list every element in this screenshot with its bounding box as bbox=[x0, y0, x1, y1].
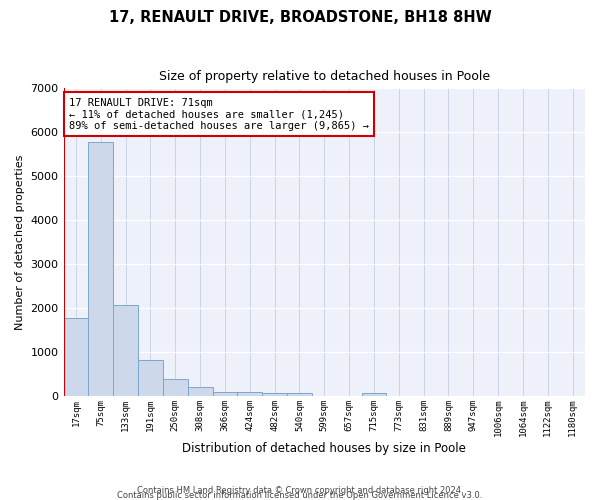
Text: 17 RENAULT DRIVE: 71sqm
← 11% of detached houses are smaller (1,245)
89% of semi: 17 RENAULT DRIVE: 71sqm ← 11% of detache… bbox=[69, 98, 369, 131]
Bar bbox=[362, 393, 386, 396]
Bar bbox=[287, 394, 312, 396]
Bar bbox=[138, 360, 163, 396]
Text: 17, RENAULT DRIVE, BROADSTONE, BH18 8HW: 17, RENAULT DRIVE, BROADSTONE, BH18 8HW bbox=[109, 10, 491, 25]
Bar bbox=[238, 392, 262, 396]
Y-axis label: Number of detached properties: Number of detached properties bbox=[15, 154, 25, 330]
Bar bbox=[64, 318, 88, 396]
X-axis label: Distribution of detached houses by size in Poole: Distribution of detached houses by size … bbox=[182, 442, 466, 455]
Bar bbox=[113, 306, 138, 396]
Text: Contains HM Land Registry data © Crown copyright and database right 2024.: Contains HM Land Registry data © Crown c… bbox=[137, 486, 463, 495]
Bar bbox=[88, 142, 113, 396]
Bar bbox=[163, 379, 188, 396]
Title: Size of property relative to detached houses in Poole: Size of property relative to detached ho… bbox=[159, 70, 490, 83]
Text: Contains public sector information licensed under the Open Government Licence v3: Contains public sector information licen… bbox=[118, 490, 482, 500]
Bar bbox=[262, 393, 287, 396]
Bar bbox=[188, 386, 212, 396]
Bar bbox=[212, 392, 238, 396]
